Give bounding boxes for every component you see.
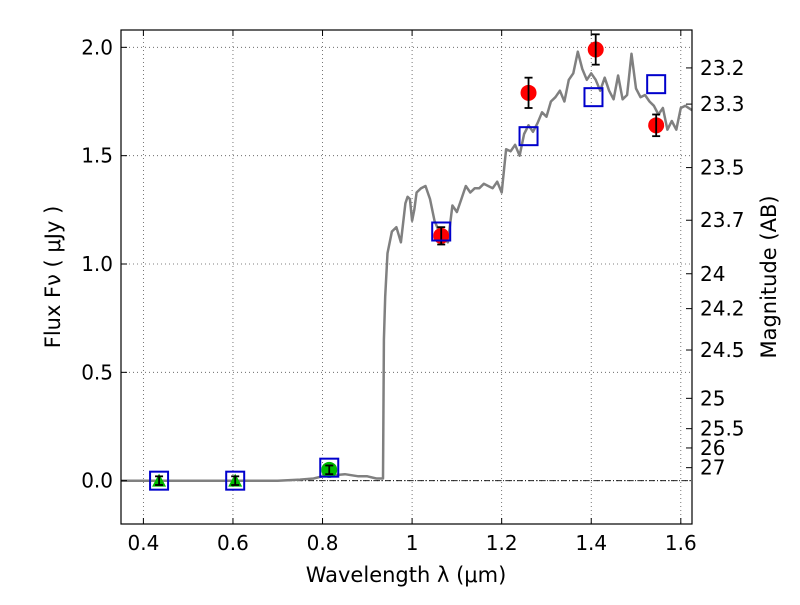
model-square-marker	[518, 126, 539, 147]
model-square-marker	[431, 221, 452, 242]
x-tick-label: 0.4	[127, 531, 159, 555]
x-tick-label: 1.2	[486, 531, 518, 555]
y-tick-label: 0.5	[81, 360, 113, 384]
x-tick-label: 1.6	[665, 531, 697, 555]
x-tick-label: 0.8	[307, 531, 339, 555]
right-axis-label: Magnitude (AB)	[757, 195, 781, 358]
plot-frame	[120, 29, 693, 525]
y-tick-label: 1.0	[81, 252, 113, 276]
grid-lines	[121, 30, 692, 524]
x-tick-label: 1	[406, 531, 419, 555]
model-square-marker	[646, 74, 667, 95]
magnitude-tick-label: 26	[700, 436, 725, 460]
magnitude-tick-label: 25	[700, 386, 725, 410]
y-tick-label: 2.0	[81, 35, 113, 59]
model-square-marker	[225, 470, 246, 491]
model-square-marker	[319, 457, 340, 478]
y-tick-label: 0.0	[81, 469, 113, 493]
magnitude-tick-label: 25.5	[700, 417, 745, 441]
magnitude-tick-label: 23.2	[700, 56, 745, 80]
magnitude-tick-label: 24	[700, 262, 725, 286]
magnitude-tick-label: 23.3	[700, 92, 745, 116]
magnitude-tick-label: 27	[700, 456, 725, 480]
model-square-marker	[149, 470, 170, 491]
magnitude-tick-label: 23.7	[700, 208, 745, 232]
axes: 0.4 0.6 0.8 1 1.2 1.4 1.6 0.0 0.5 1.0 1.5 2.0 23.2 23…	[81, 29, 745, 555]
magnitude-tick-label: 23.5	[700, 156, 745, 180]
y-axis-label: Flux Fν ( μJy )	[41, 206, 65, 349]
magnitude-tick-label: 24.5	[700, 338, 745, 362]
x-tick-label: 1.4	[575, 531, 607, 555]
model-square-marker	[583, 87, 604, 108]
y-tick-label: 1.5	[81, 144, 113, 168]
x-axis-label: Wavelength λ (μm)	[306, 563, 507, 587]
magnitude-tick-label: 24.2	[700, 297, 745, 321]
model-spectrum-line	[121, 50, 693, 482]
x-tick-label: 0.6	[217, 531, 249, 555]
plot-area	[121, 33, 693, 491]
